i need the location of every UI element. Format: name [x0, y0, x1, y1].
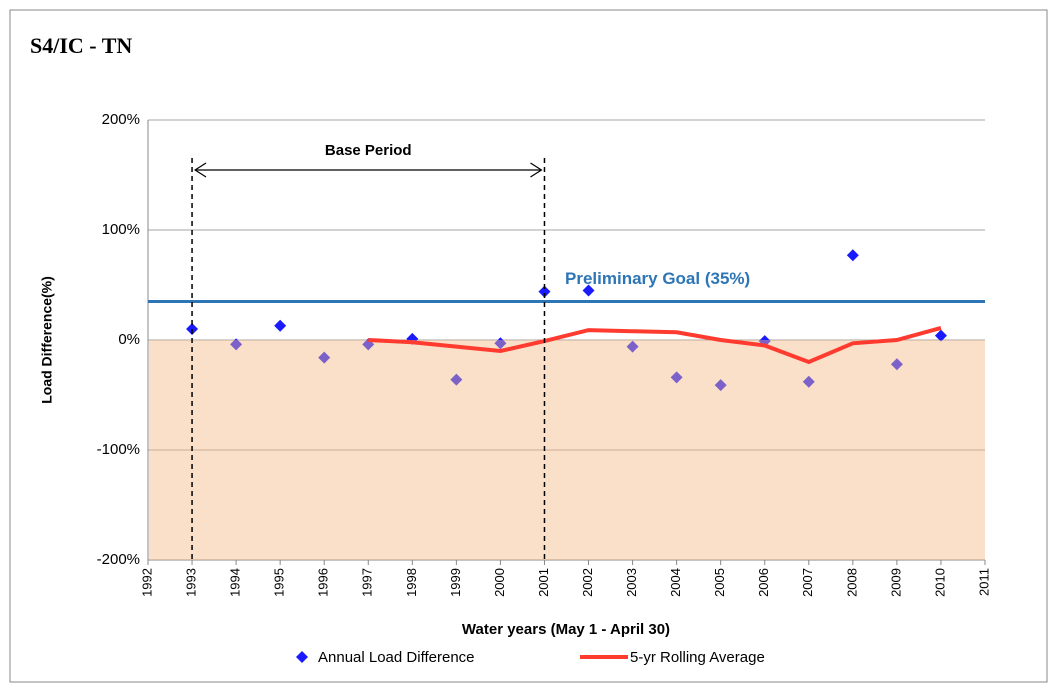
point: [494, 337, 507, 350]
y-tick-label: -100%: [97, 441, 140, 458]
point: [714, 379, 727, 392]
x-tick-label: 2003: [624, 568, 639, 597]
point: [230, 338, 243, 351]
arrow-head: [530, 162, 543, 178]
point: [934, 329, 947, 342]
x-tick-label: 1998: [404, 568, 419, 597]
point: [274, 319, 287, 332]
point: [626, 340, 639, 353]
base-label: Base Period: [325, 142, 412, 159]
line: [368, 325, 942, 365]
x-tick-label: 2005: [712, 568, 727, 597]
x-tick-label: 1992: [139, 568, 154, 597]
x-tick-label: 1995: [272, 568, 287, 597]
chart-title: S4/IC - TN: [30, 33, 132, 58]
y-tick-label: 0%: [118, 331, 140, 348]
x-tick-label: 2008: [844, 568, 859, 597]
x-axis-label: Water years (May 1 - April 30): [462, 621, 670, 638]
x-tick-label: 2004: [668, 568, 683, 597]
x-tick-label: 1997: [360, 568, 375, 597]
x-tick-label: 1999: [448, 568, 463, 597]
legend-label: 5-yr Rolling Average: [630, 649, 765, 666]
y-axis-label: Load Difference(%): [39, 276, 55, 404]
x-tick-label: 2006: [756, 568, 771, 597]
point: [450, 373, 463, 386]
y-tick-label: 100%: [102, 221, 140, 238]
x-tick-label: 1994: [228, 568, 243, 597]
shaded-region: [149, 340, 985, 560]
point: [670, 371, 683, 384]
arrow-head: [193, 162, 207, 178]
x-tick-label: 2011: [976, 568, 991, 596]
point: [890, 358, 903, 371]
point: [538, 285, 551, 298]
x-tick-label: 2002: [580, 568, 595, 597]
point: [582, 284, 595, 297]
x-tick-label: 1996: [316, 568, 331, 597]
point: [318, 351, 331, 364]
x-tick-label: 1993: [183, 568, 198, 597]
point: [802, 375, 815, 388]
legend-marker: [296, 651, 308, 663]
y-tick-label: 200%: [102, 111, 140, 128]
x-tick-label: 2007: [800, 568, 815, 597]
x-tick-label: 2010: [932, 568, 947, 597]
x-tick-label: 2001: [536, 568, 551, 597]
y-tick-label: -200%: [97, 551, 140, 568]
point: [846, 249, 859, 262]
x-tick-label: 2000: [492, 568, 507, 597]
legend-label: Annual Load Difference: [318, 649, 475, 666]
goal-label: Preliminary Goal (35%): [565, 269, 750, 288]
x-tick-label: 2009: [888, 568, 903, 597]
